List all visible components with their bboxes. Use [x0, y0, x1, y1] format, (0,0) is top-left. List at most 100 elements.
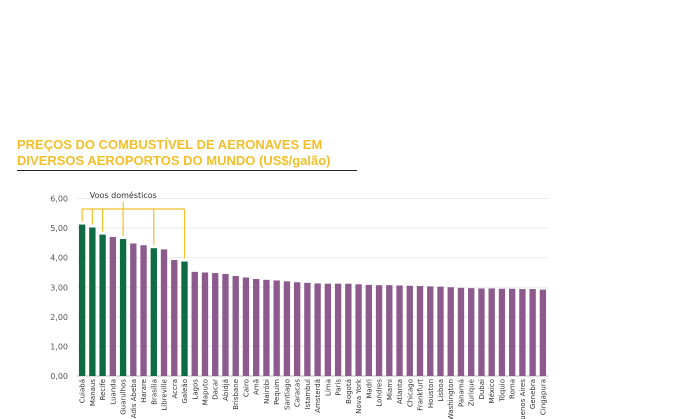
bar — [130, 243, 137, 376]
x-tick-label: Luanda — [109, 379, 117, 405]
bars — [78, 224, 547, 376]
y-tick-label: 1,00 — [50, 342, 68, 351]
bar — [529, 289, 536, 376]
bar — [150, 248, 157, 376]
x-tick-label: Istambul — [304, 379, 312, 409]
x-tick-label: Libreville — [161, 379, 169, 411]
x-tick-label: Roma — [509, 379, 517, 399]
annotation-label: Voos domésticos — [90, 190, 157, 200]
x-tick-label: Lagos — [191, 379, 199, 400]
bar — [478, 288, 485, 376]
bar — [447, 287, 454, 376]
bar — [324, 283, 332, 376]
bar — [273, 280, 280, 376]
bar — [304, 282, 311, 376]
x-tick-label: Abidjã — [222, 379, 230, 401]
bar — [375, 285, 383, 376]
bar — [334, 283, 342, 376]
bar — [201, 272, 209, 376]
x-axis: Cuiabá Manaus Recife Luanda Guarulhos Adis Ab… — [79, 378, 548, 419]
x-tick-label: Brasília — [150, 379, 158, 405]
y-tick-label: 2,00 — [50, 313, 68, 322]
bar — [283, 281, 291, 376]
x-tick-label: Londres — [376, 379, 384, 407]
x-tick-label: Zurique — [468, 379, 476, 406]
bar — [109, 236, 117, 376]
bar — [355, 284, 362, 376]
bar — [119, 239, 127, 376]
x-tick-label: Atlanta — [396, 379, 404, 404]
x-tick-label: Lima — [324, 379, 332, 396]
gridlines — [77, 198, 548, 377]
chart-title-line-1: PREÇOS DO COMBUSTÍVEL DE AERONAVES EM — [17, 137, 323, 152]
bar — [416, 286, 424, 376]
bar — [181, 261, 188, 376]
x-tick-label: Cuiabá — [79, 379, 87, 403]
bar — [78, 224, 86, 376]
bar — [314, 283, 321, 376]
x-tick-label: Houston — [427, 379, 435, 408]
title-underline — [17, 170, 357, 171]
bar — [539, 289, 547, 376]
bar — [263, 279, 270, 376]
bar — [365, 284, 372, 376]
bar — [386, 285, 393, 376]
bar — [222, 273, 229, 376]
x-tick-label: Amsterdã — [314, 379, 322, 413]
bar — [89, 227, 96, 376]
x-tick-label: Harare — [140, 379, 148, 403]
bar — [406, 285, 413, 376]
x-tick-label: Lisboa — [437, 379, 445, 402]
x-tick-label: Cairo — [242, 379, 250, 397]
bar — [468, 288, 475, 376]
bar — [396, 285, 403, 376]
bar — [437, 286, 444, 376]
bar — [498, 288, 506, 376]
x-tick-label: Amã — [253, 379, 261, 395]
bar — [171, 260, 178, 376]
x-tick-label: Madri — [365, 379, 373, 399]
bar — [519, 289, 526, 376]
x-tick-label: Caracas — [294, 379, 302, 407]
y-tick-label: 5,00 — [50, 224, 68, 233]
x-tick-label: Miami — [386, 379, 394, 400]
x-tick-label: Dacar — [212, 379, 220, 400]
x-tick-label: Recife — [99, 379, 107, 400]
x-tick-label: Genebra — [529, 379, 537, 409]
chart-title-line-2: DIVERSOS AEROPORTOS DO MUNDO (US$/galão) — [17, 153, 331, 168]
x-tick-label: Cingapura — [539, 379, 547, 415]
bar — [253, 278, 260, 376]
x-tick-label: Galeão — [181, 379, 189, 404]
y-tick-label: 4,00 — [50, 254, 68, 263]
x-tick-label: Panamá — [457, 379, 465, 407]
bar — [345, 283, 352, 376]
y-tick-label: 0,00 — [50, 372, 68, 381]
x-tick-label: Adis Abeba — [130, 379, 138, 418]
y-tick-label: 3,00 — [50, 283, 68, 292]
y-tick-label: 6,00 — [50, 195, 68, 204]
x-tick-label: Nairóbi — [263, 379, 271, 404]
bar — [191, 271, 198, 376]
x-tick-label: Buenos Aires — [519, 379, 527, 419]
x-tick-label: Maputo — [201, 379, 209, 405]
y-axis: 0,00 1,00 2,00 3,00 4,00 5,00 6,00 — [50, 195, 68, 382]
x-tick-label: México — [488, 379, 496, 403]
x-tick-label: Washington — [447, 379, 455, 419]
domestic-flights-annotation: Voos domésticos — [81, 190, 186, 259]
x-tick-label: Accra — [171, 379, 179, 399]
x-tick-label: Pequim — [273, 379, 281, 405]
bar — [293, 282, 301, 376]
x-tick-label: Manaus — [89, 379, 97, 406]
x-tick-label: Chicago — [406, 379, 414, 407]
x-tick-label: Santiago — [283, 379, 291, 410]
bar — [212, 273, 219, 376]
bar — [140, 245, 147, 376]
bar — [457, 287, 465, 376]
bar — [427, 286, 434, 376]
x-tick-label: Guarulhos — [120, 379, 128, 415]
x-tick-label: Brisbane — [232, 379, 240, 410]
x-tick-label: Dubai — [478, 379, 486, 400]
chart-title: PREÇOS DO COMBUSTÍVEL DE AERONAVES EM DI… — [17, 137, 362, 169]
x-tick-label: Nova York — [355, 378, 363, 414]
